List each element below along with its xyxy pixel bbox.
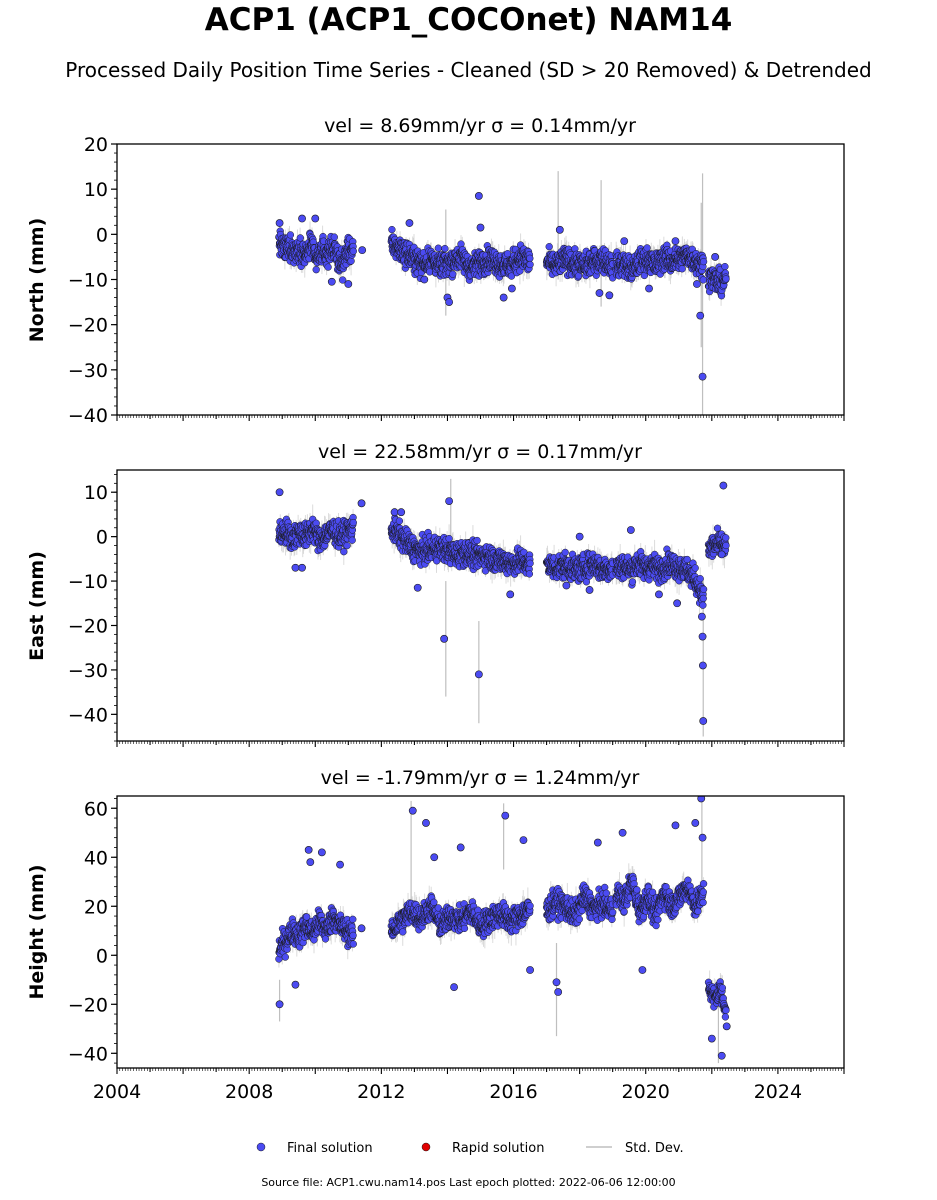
north-data-point <box>358 246 367 255</box>
north-data-point <box>327 277 336 286</box>
north-data-point <box>275 219 284 227</box>
north-data-point <box>349 247 357 255</box>
east-data-point <box>395 517 404 525</box>
north-y-tick-label: −20 <box>68 315 108 337</box>
north-data-point <box>507 284 516 293</box>
north-y-tick-label: 0 <box>96 224 108 246</box>
north-data-point <box>347 257 355 265</box>
north-data-point <box>449 270 457 278</box>
chart-subtitle: Processed Daily Position Time Series - C… <box>65 58 872 82</box>
north-data-point <box>545 243 553 251</box>
chart-title: ACP1 (ACP1_COCOnet) NAM14 <box>204 2 733 38</box>
east-data-point <box>561 548 569 557</box>
north-data-point <box>503 250 512 258</box>
east-data-point <box>696 575 704 583</box>
north-data-point <box>507 272 516 280</box>
east-panel-title: vel = 22.58mm/yr σ = 0.17mm/yr <box>318 441 642 463</box>
north-stddev-bars <box>278 171 727 415</box>
north-y-tick-label: −10 <box>68 270 108 292</box>
north-panel: vel = 8.69mm/yr σ = 0.14mm/yr North (mm)… <box>26 115 845 427</box>
north-data-point <box>526 260 534 269</box>
north-data-point <box>298 214 306 223</box>
north-data-point <box>344 280 353 288</box>
north-data-point <box>311 214 320 223</box>
north-y-tick-label: −30 <box>68 360 108 382</box>
north-data-point <box>388 225 396 234</box>
north-data-point <box>595 289 604 297</box>
north-data-point <box>699 257 708 266</box>
north-data-point <box>678 265 686 273</box>
north-data-point <box>405 219 414 227</box>
north-plot-area: −40 −30 −20 −10 0 10 20 <box>68 134 845 427</box>
north-data-point <box>721 262 729 271</box>
north-data-point <box>526 254 534 262</box>
north-data-point <box>698 372 707 381</box>
east-stddev-bars <box>278 478 727 737</box>
north-data-point <box>693 280 701 288</box>
east-final-solution-points <box>275 481 730 725</box>
east-data-point <box>445 534 453 543</box>
north-final-solution-points <box>275 192 730 381</box>
east-data-point <box>340 548 348 556</box>
north-y-axis-label: North (mm) <box>26 218 48 343</box>
north-data-point <box>722 275 730 283</box>
north-data-point <box>324 263 332 271</box>
north-y-tick-label: 20 <box>84 134 108 156</box>
north-data-point <box>696 311 705 320</box>
north-data-point <box>476 223 485 232</box>
east-data-point <box>343 541 351 550</box>
east-data-point <box>628 578 637 586</box>
north-data-point <box>671 237 680 246</box>
north-y-tick-label: −40 <box>68 405 108 427</box>
east-data-point <box>683 555 691 564</box>
north-panel-title: vel = 8.69mm/yr σ = 0.14mm/yr <box>324 115 636 137</box>
north-data-point <box>620 237 629 246</box>
north-data-point <box>296 234 304 242</box>
east-data-point <box>699 594 707 603</box>
east-data-point <box>525 570 534 578</box>
east-data-point <box>349 518 357 527</box>
north-data-point <box>605 291 614 300</box>
east-panel: vel = 22.58mm/yr σ = 0.17mm/yr East (mm)… <box>26 441 845 747</box>
east-data-point <box>699 601 707 609</box>
north-data-point <box>441 244 449 253</box>
north-data-point <box>339 276 347 284</box>
east-data-point <box>713 524 722 532</box>
north-data-point <box>330 233 338 241</box>
north-data-point <box>474 192 483 200</box>
east-data-point <box>473 536 481 545</box>
north-data-point <box>420 275 429 284</box>
north-data-point <box>645 284 653 293</box>
north-data-point <box>286 231 295 239</box>
east-data-point <box>348 536 356 544</box>
north-data-point <box>426 268 434 276</box>
east-data-point <box>526 559 534 567</box>
north-data-point <box>555 225 564 234</box>
north-data-point <box>711 253 720 261</box>
east-data-point <box>699 585 708 593</box>
north-data-point <box>643 244 651 252</box>
north-y-tick-label: 10 <box>84 179 108 201</box>
north-data-point <box>434 244 442 252</box>
north-data-point <box>499 293 508 302</box>
east-data-point <box>691 564 699 572</box>
north-data-point <box>312 266 320 274</box>
east-y-axis-label: East (mm) <box>26 551 48 661</box>
north-data-point <box>699 276 707 284</box>
north-data-point <box>445 298 454 306</box>
